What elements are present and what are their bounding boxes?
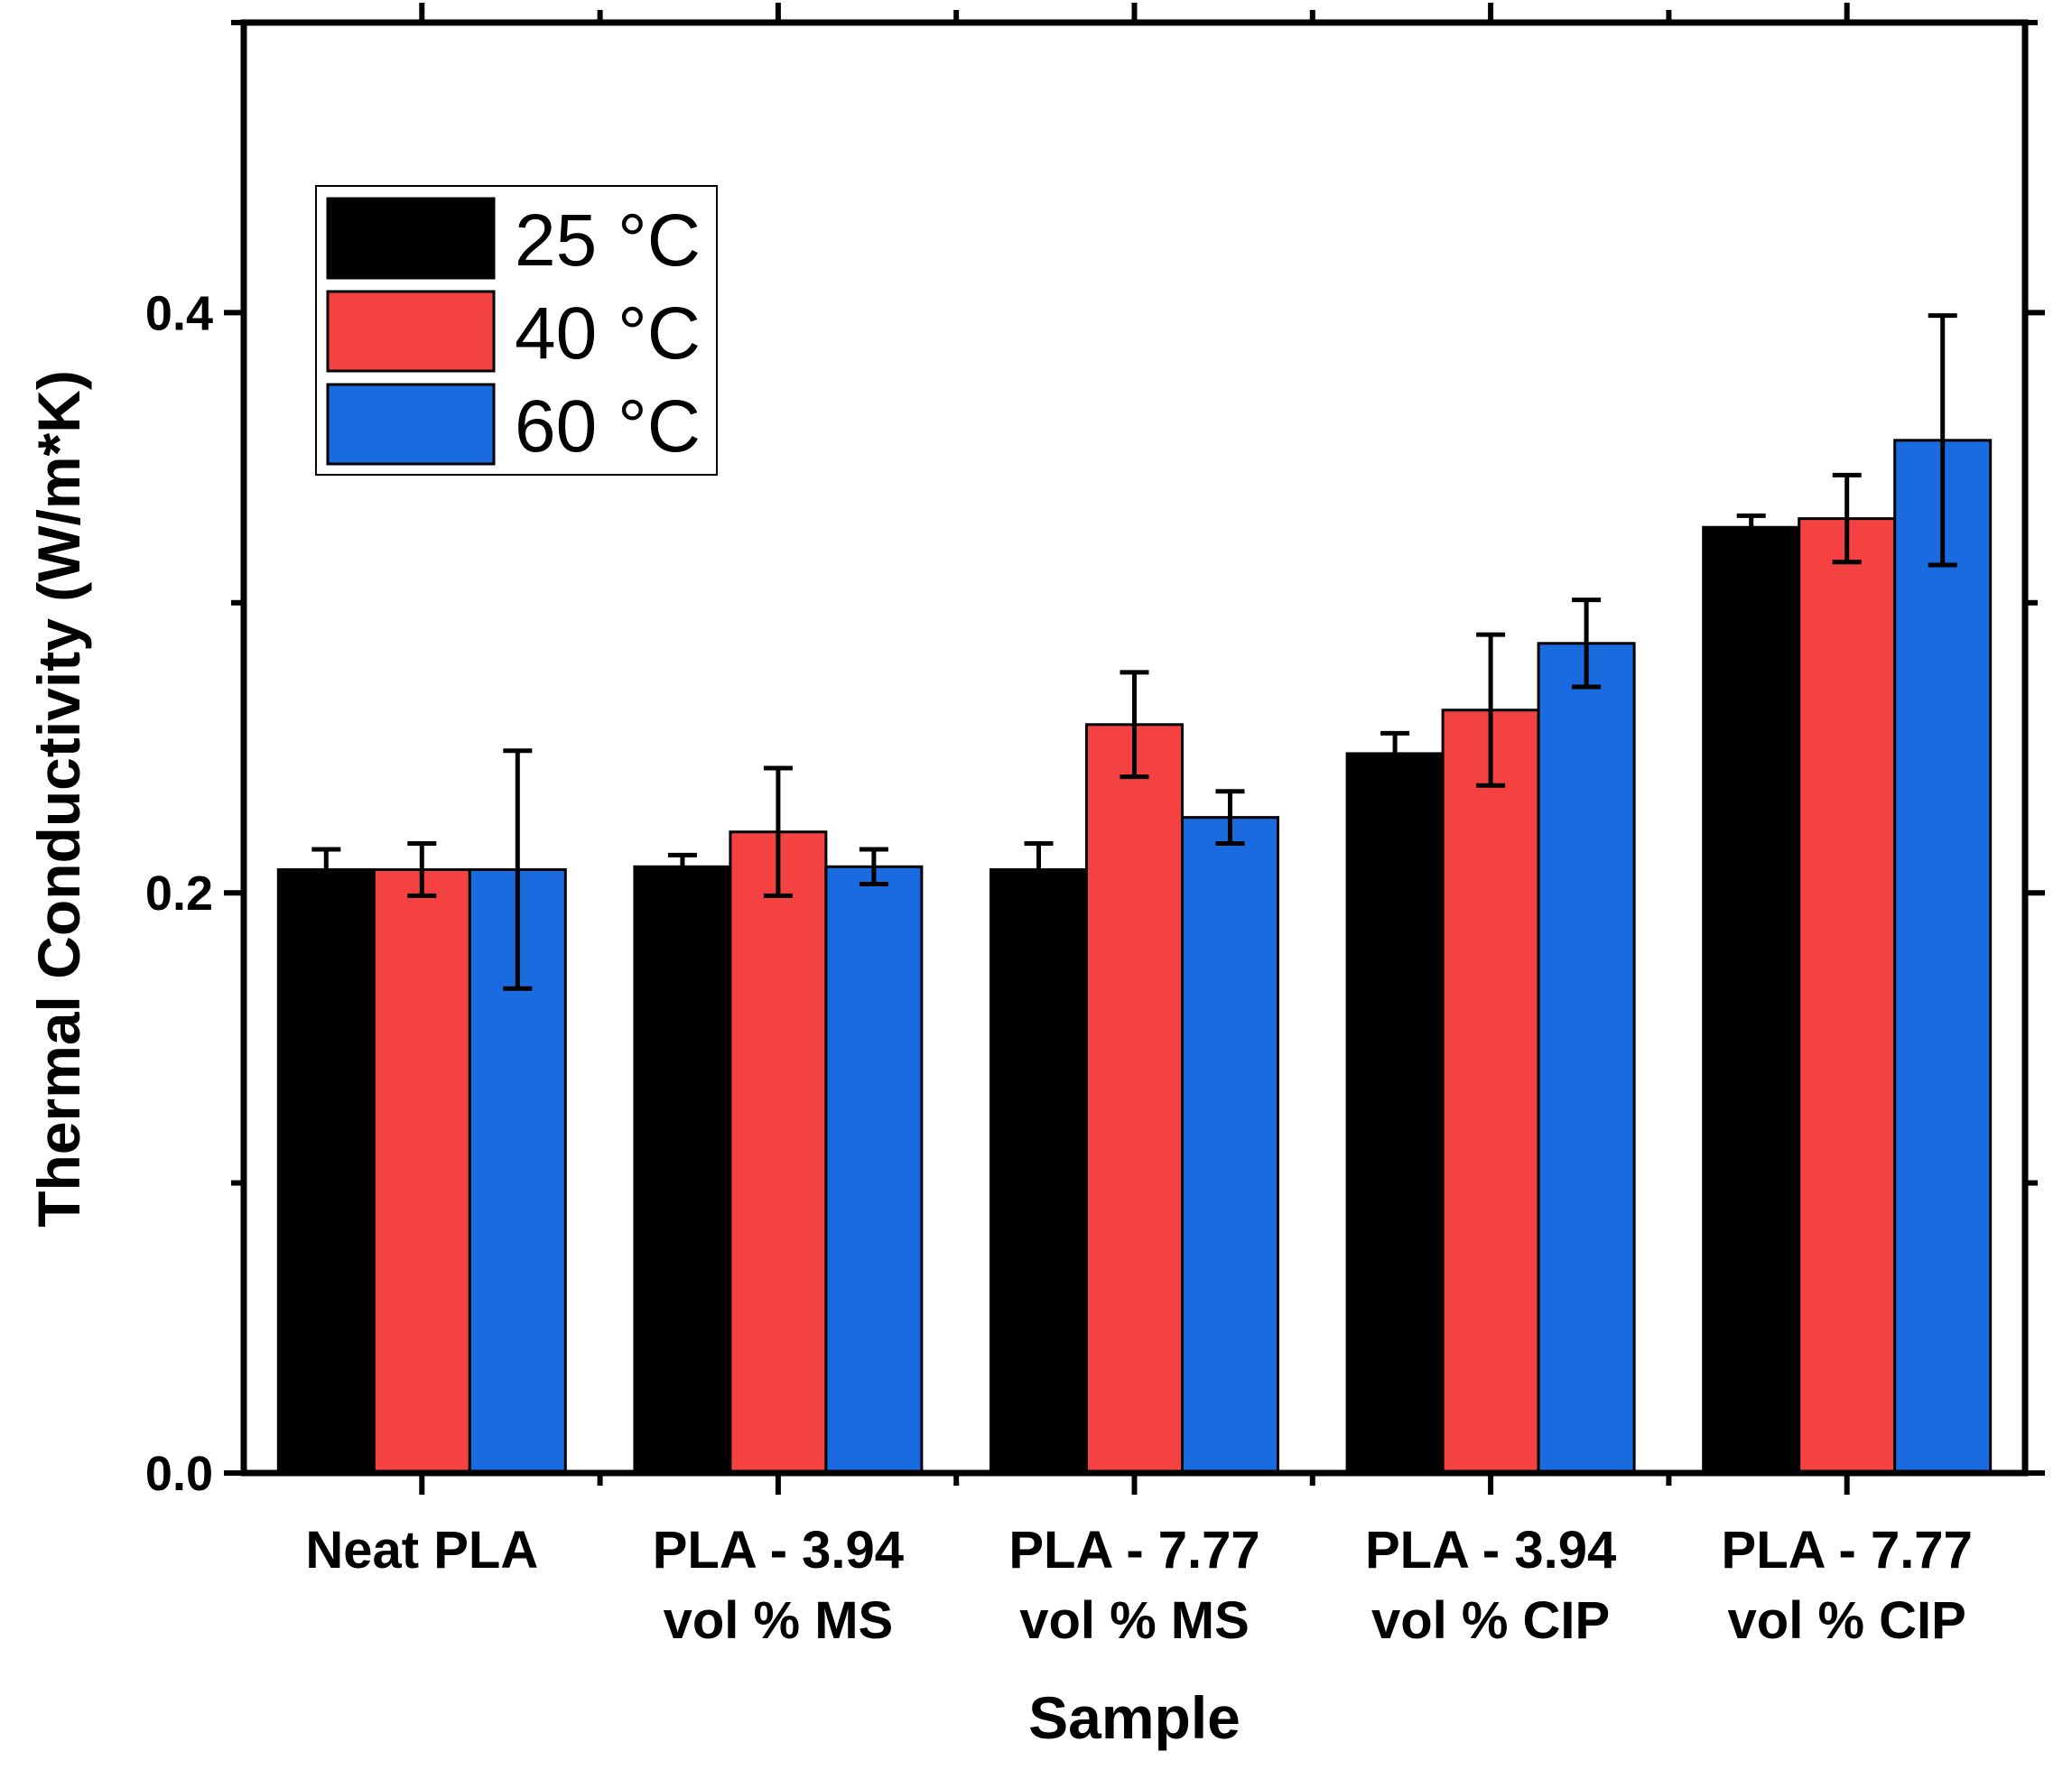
x-category-label-line: vol % CIP bbox=[1371, 1591, 1610, 1650]
y-tick-label: 0.0 bbox=[145, 1447, 213, 1501]
x-category-label-line: vol % MS bbox=[664, 1591, 894, 1650]
axes-layer bbox=[224, 3, 2045, 1495]
x-category-label: PLA - 7.77 vol % MS bbox=[1008, 1521, 1259, 1650]
error-bar-3-series-1 bbox=[1024, 841, 1054, 898]
bar-2-series-2 bbox=[729, 830, 828, 1475]
x-category-label: PLA - 3.94 vol % CIP bbox=[1365, 1521, 1616, 1650]
error-bar-2-series-2 bbox=[763, 765, 793, 898]
x-category-label-line: Neat PLA bbox=[305, 1521, 538, 1580]
legend-swatch-series-1 bbox=[326, 197, 496, 280]
error-bar-3-series-3 bbox=[1215, 789, 1245, 847]
y-tick-label: 0.2 bbox=[145, 866, 213, 921]
bar-1-series-2 bbox=[372, 867, 471, 1475]
bar-4-series-3 bbox=[1537, 642, 1636, 1475]
y-tick-label: 0.4 bbox=[145, 286, 213, 340]
bar-3-series-2 bbox=[1085, 723, 1184, 1475]
tick-labels-layer: 0.0 0.2 0.4 bbox=[145, 286, 213, 1501]
bar-1-series-1 bbox=[276, 867, 376, 1475]
category-labels-layer: Neat PLA PLA - 3.94 vol % MS PLA - 7.77 vol … bbox=[305, 1521, 1972, 1650]
x-category-label-line: PLA - 7.77 bbox=[1008, 1521, 1259, 1580]
error-bar-4-series-3 bbox=[1572, 598, 1602, 690]
legend-swatch-series-3 bbox=[326, 383, 496, 466]
bar-3-series-1 bbox=[990, 867, 1088, 1475]
error-bar-1-series-1 bbox=[311, 847, 341, 893]
x-axis-title: Sample bbox=[1028, 1684, 1240, 1751]
legend-swatch-series-2 bbox=[326, 290, 496, 373]
bars-layer bbox=[276, 439, 1993, 1475]
error-bar-5-series-1 bbox=[1736, 513, 1766, 542]
bar-5-series-1 bbox=[1702, 525, 1801, 1475]
bar-5-series-2 bbox=[1798, 517, 1897, 1475]
bar-4-series-2 bbox=[1441, 709, 1540, 1475]
error-bar-2-series-3 bbox=[859, 847, 888, 887]
x-category-label-line: PLA - 7.77 bbox=[1722, 1521, 1973, 1580]
error-bar-1-series-2 bbox=[407, 841, 437, 898]
error-bar-2-series-1 bbox=[667, 852, 697, 881]
error-bar-4-series-2 bbox=[1476, 632, 1506, 788]
error-bar-5-series-3 bbox=[1928, 313, 1957, 568]
error-bar-4-series-1 bbox=[1380, 730, 1410, 776]
error-bars-layer bbox=[311, 313, 1957, 991]
y-axis-title: Thermal Conductivity (W/m*K) bbox=[25, 370, 92, 1228]
legend: 25 °C 40 °C 60 °C bbox=[315, 185, 718, 476]
x-category-label: Neat PLA bbox=[305, 1521, 538, 1580]
error-bar-5-series-2 bbox=[1832, 472, 1862, 565]
bar-2-series-1 bbox=[633, 865, 732, 1475]
legend-label-series-1: 25 °C bbox=[515, 199, 701, 282]
x-category-label: PLA - 3.94 vol % MS bbox=[653, 1521, 904, 1650]
bar-5-series-3 bbox=[1893, 439, 1993, 1475]
legend-label-series-2: 40 °C bbox=[515, 292, 701, 375]
x-category-label-line: PLA - 3.94 bbox=[653, 1521, 904, 1580]
bar-2-series-3 bbox=[824, 865, 924, 1475]
x-category-label-line: PLA - 3.94 bbox=[1365, 1521, 1616, 1580]
x-category-label-line: vol % MS bbox=[1019, 1591, 1250, 1650]
bar-3-series-3 bbox=[1181, 816, 1279, 1475]
error-bar-3-series-2 bbox=[1120, 670, 1149, 780]
error-bar-1-series-3 bbox=[503, 748, 533, 991]
legend-label-series-3: 60 °C bbox=[515, 385, 701, 468]
x-category-label: PLA - 7.77 vol % CIP bbox=[1722, 1521, 1973, 1650]
bar-4-series-1 bbox=[1345, 752, 1445, 1475]
x-category-label-line: vol % CIP bbox=[1728, 1591, 1966, 1650]
